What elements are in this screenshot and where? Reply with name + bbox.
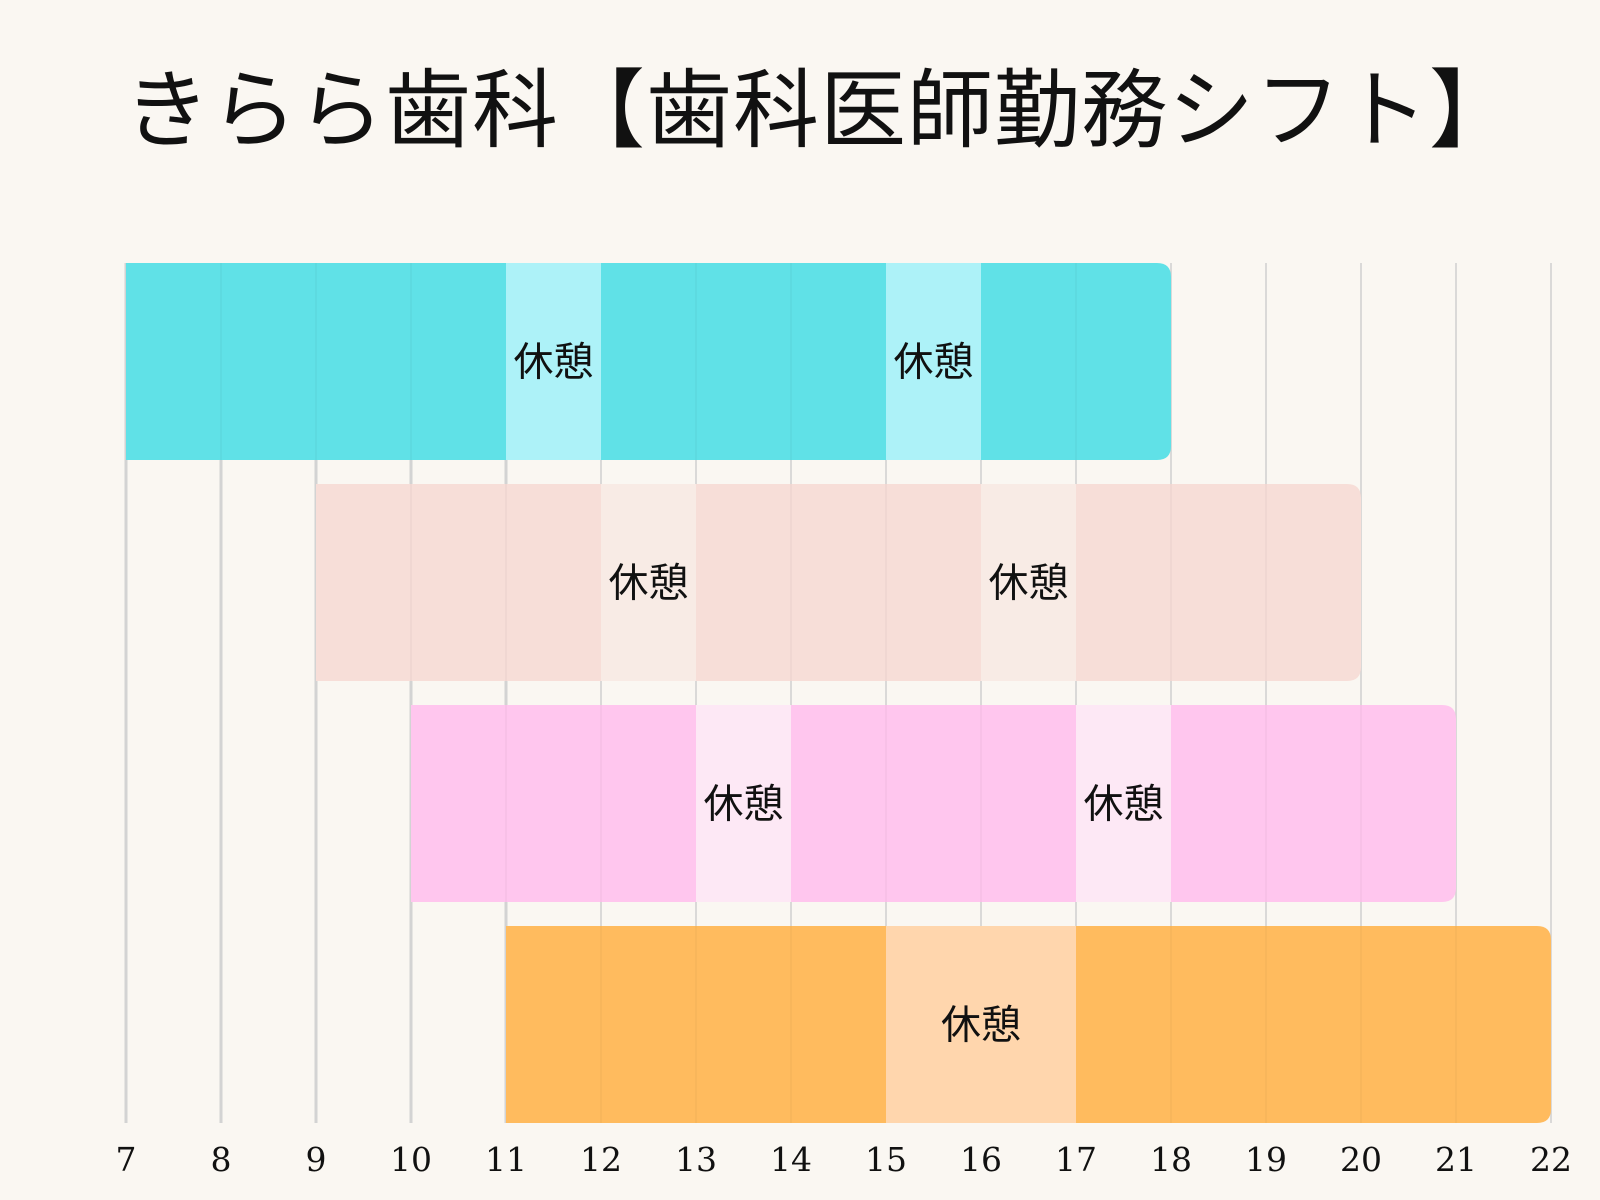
x-tick-label-17: 17 (1055, 1140, 1097, 1179)
break-block-4-1 (886, 926, 1076, 1123)
x-tick-label-15: 15 (865, 1140, 907, 1179)
break-label: 休憩 (609, 561, 689, 607)
x-tick-label-7: 7 (116, 1140, 137, 1179)
x-tick-label-21: 21 (1435, 1140, 1477, 1179)
x-tick-label-10: 10 (390, 1140, 432, 1179)
shift-row-1: 休憩 休憩 (126, 263, 1171, 460)
break-block-3-1 (696, 705, 791, 902)
break-label: 休憩 (1084, 782, 1164, 828)
x-tick-label-9: 9 (306, 1140, 327, 1179)
shift-row-3: 休憩 休憩 (411, 705, 1456, 902)
x-tick-label-22: 22 (1530, 1140, 1572, 1179)
break-label: 休憩 (989, 561, 1069, 607)
x-tick-label-12: 12 (580, 1140, 622, 1179)
x-tick-label-14: 14 (770, 1140, 812, 1179)
x-tick-label-11: 11 (485, 1140, 527, 1179)
break-label: 休憩 (894, 340, 974, 386)
x-tick-label-13: 13 (675, 1140, 717, 1179)
x-tick-label-20: 20 (1340, 1140, 1382, 1179)
x-tick-label-19: 19 (1245, 1140, 1287, 1179)
x-tick-label-16: 16 (960, 1140, 1002, 1179)
x-tick-label-8: 8 (211, 1140, 232, 1179)
shift-bar-1 (126, 263, 1171, 460)
break-label: 休憩 (514, 340, 594, 386)
shift-bar-3 (411, 705, 1456, 902)
x-tick-label-18: 18 (1150, 1140, 1192, 1179)
shift-row-2: 休憩 休憩 (316, 484, 1361, 681)
x-axis-ticks: 7 8 9 10 11 12 13 14 15 16 17 18 19 20 21 22 (116, 1140, 1573, 1179)
break-label: 休憩 (941, 1003, 1021, 1049)
shift-row-4: 休憩 (506, 926, 1551, 1123)
break-block-2-2 (981, 484, 1076, 681)
break-block-3-2 (1076, 705, 1171, 902)
break-block-1-1 (506, 263, 601, 460)
break-block-1-2 (886, 263, 981, 460)
break-block-2-1 (601, 484, 696, 681)
break-label: 休憩 (704, 782, 784, 828)
chart-title: きらら歯科【歯科医師勤務シフト】 (124, 61, 1516, 161)
shift-bar-2 (316, 484, 1361, 681)
